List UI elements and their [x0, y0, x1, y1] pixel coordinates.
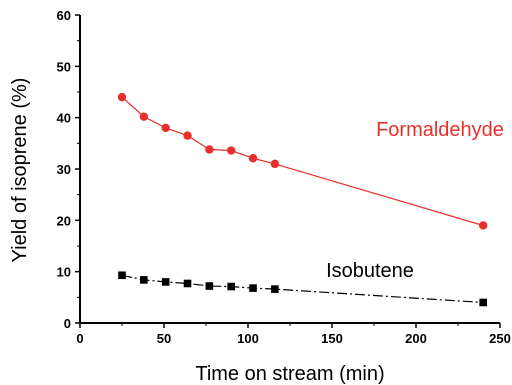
- data-point: [183, 131, 192, 140]
- series-label: Isobutene: [326, 260, 414, 282]
- x-tick-label: 250: [489, 331, 511, 346]
- series-isobutene: [118, 271, 487, 307]
- data-point: [205, 282, 214, 290]
- series-formaldehyde: [117, 92, 488, 230]
- data-point: [271, 285, 279, 293]
- data-point: [249, 284, 257, 292]
- y-tick-label: 0: [64, 316, 71, 331]
- data-point: [117, 92, 127, 102]
- y-axis-title: Yield of isoprene (%): [9, 78, 31, 263]
- y-tick-label: 10: [57, 265, 71, 280]
- data-point: [248, 154, 258, 163]
- data-point: [118, 271, 126, 280]
- x-tick-label: 150: [321, 331, 343, 346]
- ticks: 0 50 100 150 200 250 0 10 20 30 40 50 60: [57, 8, 511, 346]
- data-point: [161, 123, 170, 133]
- data-point: [227, 146, 236, 155]
- x-tick-label: 50: [157, 331, 171, 346]
- data-point: [183, 279, 192, 288]
- series-line: [121, 274, 484, 304]
- data-point: [479, 298, 487, 307]
- series-line: [121, 96, 484, 227]
- x-tick-label: 0: [76, 331, 83, 346]
- x-axis-title: Time on stream (min): [195, 363, 384, 385]
- data-point: [227, 282, 235, 291]
- data-point: [205, 145, 214, 154]
- y-tick-label: 20: [57, 213, 71, 228]
- x-tick-label: 200: [405, 331, 427, 346]
- series-layer: Formaldehyde Isobutene: [117, 92, 504, 307]
- y-tick-label: 60: [57, 8, 71, 23]
- data-point: [140, 276, 148, 284]
- data-point: [270, 159, 280, 169]
- data-point: [139, 112, 149, 121]
- x-tick-label: 100: [237, 331, 259, 346]
- y-tick-label: 40: [57, 111, 71, 126]
- series-label: Formaldehyde: [376, 119, 504, 141]
- data-point: [479, 221, 488, 230]
- y-tick-label: 50: [57, 59, 71, 74]
- data-point: [161, 278, 170, 286]
- y-tick-label: 30: [57, 162, 71, 177]
